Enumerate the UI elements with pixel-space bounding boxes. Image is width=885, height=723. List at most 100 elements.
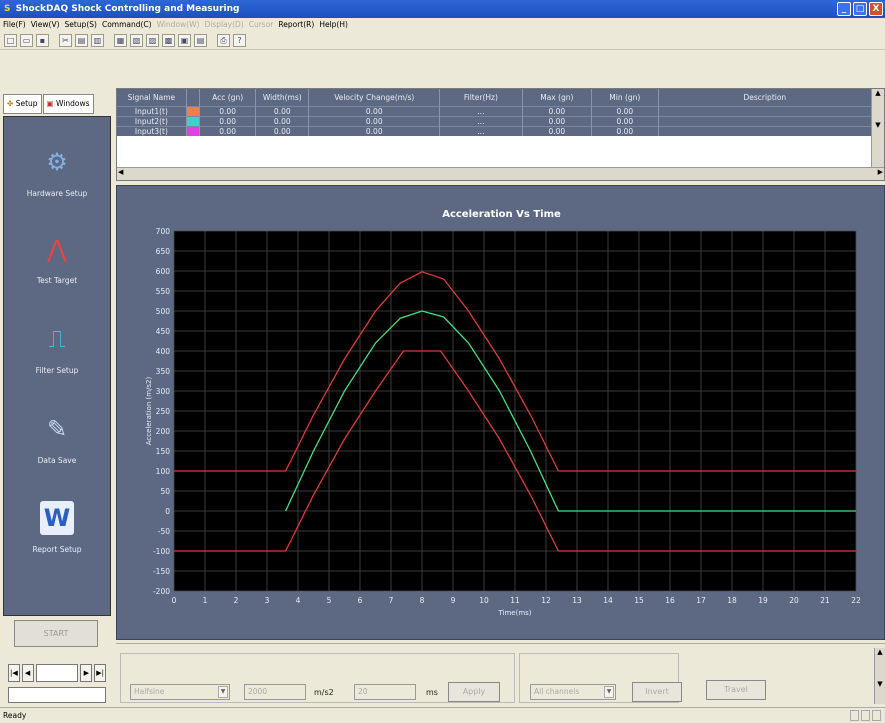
menu-item-filef[interactable]: File(F) [3, 20, 26, 29]
table-cell: 0.00 [522, 125, 593, 136]
y-tick-label: 100 [156, 467, 171, 476]
save-icon[interactable]: ▪ [36, 34, 49, 47]
y-tick-label: 700 [156, 227, 171, 236]
column-header[interactable]: Width(ms) [255, 89, 310, 106]
sidebar-item-hardware-setup[interactable]: ⚙ Hardware Setup [4, 145, 110, 198]
minimize-button[interactable]: _ [837, 2, 851, 16]
view4-icon[interactable]: ▩ [162, 34, 175, 47]
windows-icon: ▣ [46, 99, 54, 108]
first-record-button[interactable]: |◀ [8, 664, 20, 682]
column-header[interactable] [186, 89, 201, 106]
help-icon[interactable]: ? [233, 34, 246, 47]
menu-item-viewv[interactable]: View(V) [30, 20, 60, 29]
menu-item-windoww[interactable]: Window(W) [156, 20, 200, 29]
cut-icon[interactable]: ✂ [59, 34, 72, 47]
table-cell: Input1(t) [117, 105, 187, 116]
view5-icon[interactable]: ▣ [178, 34, 191, 47]
tab-setup[interactable]: ✤ Setup [3, 94, 42, 114]
sidebar-item-test-target[interactable]: ⋀ Test Target [4, 232, 110, 285]
column-header[interactable]: Min (gn) [591, 89, 659, 106]
y-tick-label: 50 [160, 487, 170, 496]
start-button[interactable]: START [14, 620, 98, 647]
table-cell: 0.00 [255, 105, 310, 116]
y-tick-label: 600 [156, 267, 171, 276]
column-header[interactable]: Signal Name [117, 89, 187, 106]
table-cell: 0.00 [308, 125, 441, 136]
table-cell: 0.00 [308, 115, 441, 126]
view3-icon[interactable]: ▨ [146, 34, 159, 47]
status-text: Ready [3, 711, 27, 720]
view1-icon[interactable]: ▦ [114, 34, 127, 47]
new-icon[interactable]: □ [4, 34, 17, 47]
channel-color-swatch [186, 115, 201, 126]
status-panel [872, 710, 881, 721]
sidebar-item-report-setup[interactable]: W Report Setup [4, 501, 110, 554]
y-tick-label: -100 [153, 547, 170, 556]
next-record-button[interactable]: ▶ [80, 664, 93, 682]
last-record-button[interactable]: ▶| [94, 664, 106, 682]
record-input[interactable] [8, 687, 106, 703]
vertical-scrollbar[interactable]: ▲ ▼ [871, 89, 884, 168]
channel-select[interactable]: All channels ▼ [530, 684, 616, 700]
table-cell: 0.00 [308, 105, 441, 116]
paste-icon[interactable]: ▥ [91, 34, 104, 47]
invert-button[interactable]: Invert [632, 682, 682, 702]
tab-windows[interactable]: ▣ Windows [42, 94, 94, 114]
horizontal-scrollbar[interactable]: ◀ ▶ [117, 167, 884, 180]
maximize-button[interactable]: □ [853, 2, 867, 16]
sidebar-item-label: Hardware Setup [26, 189, 88, 198]
record-navigator: |◀ ◀ ▶ ▶| [8, 664, 106, 682]
print-icon[interactable]: ⎙ [217, 34, 230, 47]
menu-item-displayd[interactable]: Display(D) [204, 20, 244, 29]
table-cell [658, 105, 873, 116]
menu-item-reportr[interactable]: Report(R) [278, 20, 315, 29]
menu-item-helph[interactable]: Help(H) [319, 20, 348, 29]
column-header[interactable]: Description [658, 89, 873, 106]
table-row[interactable]: Input1(t) 0.00 0.00 0.00... 0.00 0.00 [117, 105, 873, 116]
bottom-panel-scrollbar[interactable]: ▲ ▼ [874, 648, 885, 704]
table-row[interactable]: Input3(t) 0.00 0.00 0.00... 0.00 0.00 [117, 125, 873, 136]
column-header[interactable]: Max (gn) [522, 89, 593, 106]
open-icon[interactable]: ▭ [20, 34, 33, 47]
y-tick-label: -150 [153, 567, 170, 576]
x-tick-label: 0 [172, 596, 177, 605]
sidebar-item-label: Filter Setup [35, 366, 79, 375]
x-tick-label: 10 [479, 596, 489, 605]
sidebar-tabs: ✤ Setup ▣ Windows [3, 94, 113, 114]
column-header[interactable]: Velocity Change(m/s) [308, 89, 441, 106]
menu-item-commandc[interactable]: Command(C) [101, 20, 152, 29]
view6-icon[interactable]: ▤ [194, 34, 207, 47]
x-tick-label: 2 [234, 596, 239, 605]
acceleration-input[interactable]: 2000 [244, 684, 306, 700]
sidebar-item-label: Report Setup [32, 545, 82, 554]
target-icon: ⋀ [47, 235, 67, 263]
table-row[interactable]: Input2(t) 0.00 0.00 0.00... 0.00 0.00 [117, 115, 873, 126]
x-tick-label: 6 [358, 596, 363, 605]
chart-panel: Acceleration Vs Time 700 650 600 550 500 450 4… [116, 185, 885, 640]
width-unit: ms [426, 688, 438, 697]
prev-record-button[interactable]: ◀ [21, 664, 34, 682]
copy-icon[interactable]: ▤ [75, 34, 88, 47]
y-tick-label: 150 [156, 447, 171, 456]
travel-button[interactable]: Travel [706, 680, 766, 700]
close-button[interactable]: X [869, 2, 883, 16]
waveform-select[interactable]: Halfsine ▼ [130, 684, 230, 700]
table-cell: 0.00 [522, 115, 593, 126]
menu-item-cursor[interactable]: Cursor [248, 20, 274, 29]
sidebar-item-filter-setup[interactable]: ⎍ Filter Setup [4, 322, 110, 375]
column-header[interactable]: Acc (gn) [199, 89, 257, 106]
sidebar-item-data-save[interactable]: ✎ Data Save [4, 412, 110, 465]
menu-item-setups[interactable]: Setup(S) [64, 20, 97, 29]
toolbar-separator [210, 34, 214, 47]
column-header[interactable]: Filter(Hz) [439, 89, 523, 106]
width-input[interactable]: 20 [354, 684, 416, 700]
record-position-field[interactable] [35, 664, 79, 682]
window-controls: _ □ X [837, 2, 883, 16]
status-bar: Ready [0, 707, 885, 723]
x-tick-label: 11 [510, 596, 520, 605]
x-tick-label: 9 [451, 596, 456, 605]
table-cell [658, 115, 873, 126]
view2-icon[interactable]: ▧ [130, 34, 143, 47]
apply-button[interactable]: Apply [448, 682, 500, 702]
chevron-down-icon: ▼ [218, 686, 228, 698]
